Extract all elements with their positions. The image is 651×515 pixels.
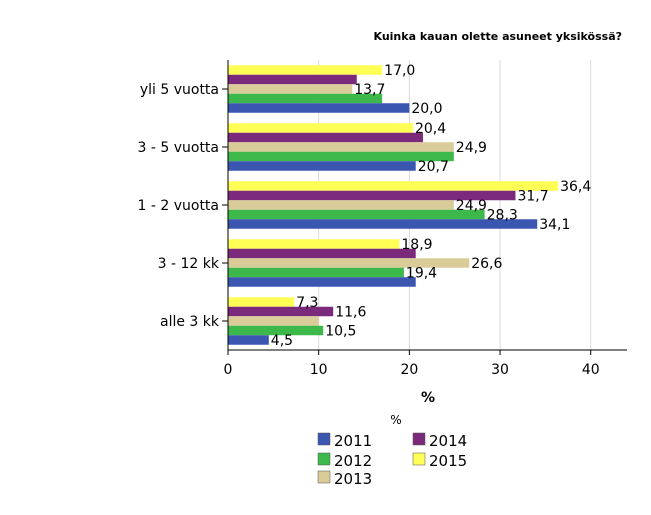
bar-2012-3 — [228, 267, 404, 278]
bar-2014-3 — [228, 248, 416, 259]
value-label-2015-1: 20,4 — [415, 121, 446, 137]
value-label-2011-4: 4,5 — [271, 333, 293, 349]
value-label-2013-2: 24,9 — [456, 198, 487, 214]
bar-2011-0 — [228, 103, 410, 113]
bar-2015-3 — [228, 239, 400, 249]
category-label-2: 1 - 2 vuotta — [138, 198, 220, 214]
bar-2012-1 — [228, 151, 454, 162]
value-label-2011-0: 20,0 — [411, 101, 442, 117]
value-label-2015-0: 17,0 — [384, 63, 415, 79]
bar-2013-3 — [228, 258, 470, 268]
value-label-2014-2: 31,7 — [517, 189, 548, 205]
legend-label-2015: 2015 — [429, 452, 467, 470]
bar-2012-4 — [228, 325, 324, 336]
bar-2011-3 — [228, 277, 416, 287]
value-label-2014-4: 11,6 — [335, 305, 366, 321]
legend-label-2011: 2011 — [334, 432, 372, 450]
x-tick-label-2: 20 — [400, 362, 418, 378]
x-tick-label-1: 10 — [310, 362, 328, 378]
axes-group: yli 5 vuotta 3 - 5 vuotta 1 - 2 vuotta 3 - … — [138, 60, 627, 378]
legend-swatch-2015 — [412, 452, 426, 466]
legend-heading: % — [390, 413, 401, 427]
legend-label-2013: 2013 — [334, 470, 372, 488]
x-tick-label-0: 0 — [224, 362, 233, 378]
legend-swatch-2013 — [317, 470, 331, 484]
bar-2013-2 — [228, 200, 454, 210]
bar-2013-0 — [228, 84, 353, 94]
category-label-1: 3 - 5 vuotta — [138, 140, 220, 156]
category-label-4: alle 3 kk — [160, 314, 220, 330]
bar-2011-1 — [228, 161, 416, 171]
bar-2011-4 — [228, 335, 269, 345]
bar-2012-0 — [228, 93, 383, 104]
value-label-2012-2: 28,3 — [487, 208, 518, 224]
value-label-2013-3: 26,6 — [471, 256, 502, 272]
value-label-2011-2: 34,1 — [539, 217, 570, 233]
x-axis-title: % — [421, 390, 435, 406]
value-label-2013-0: 13,7 — [354, 82, 385, 98]
value-label-2012-4: 10,5 — [325, 324, 356, 340]
value-label-2012-3: 19,4 — [406, 266, 437, 282]
value-labels-group: 17,013,720,020,424,920,736,431,724,928,3… — [271, 63, 592, 349]
bar-2015-4 — [228, 297, 295, 307]
value-label-2011-1: 20,7 — [418, 159, 449, 175]
legend-swatch-2014 — [412, 432, 426, 446]
category-label-3: 3 - 12 kk — [158, 256, 220, 272]
bar-2015-2 — [228, 181, 559, 191]
value-label-2015-3: 18,9 — [401, 237, 432, 253]
legend-swatch-2011 — [317, 432, 331, 446]
bars-group — [228, 65, 559, 345]
bar-2014-2 — [228, 190, 516, 201]
bar-2015-1 — [228, 123, 413, 133]
bar-2013-4 — [228, 316, 319, 326]
bar-2011-2 — [228, 219, 538, 229]
value-label-2015-2: 36,4 — [560, 179, 591, 195]
chart-title: Kuinka kauan olette asuneet yksikössä? — [374, 30, 623, 43]
bar-2015-0 — [228, 65, 383, 75]
bar-2013-1 — [228, 142, 454, 152]
legend-swatch-2012 — [317, 452, 331, 466]
bar-2012-2 — [228, 209, 485, 220]
bar-2014-0 — [228, 74, 357, 85]
bar-2014-1 — [228, 132, 423, 143]
bar-2014-4 — [228, 306, 334, 317]
category-label-0: yli 5 vuotta — [140, 82, 219, 98]
legend: 2011 2014 2012 2015 2013 — [317, 432, 467, 488]
x-tick-label-3: 30 — [491, 362, 509, 378]
x-tick-label-4: 40 — [582, 362, 600, 378]
value-label-2015-4: 7,3 — [296, 295, 318, 311]
legend-label-2012: 2012 — [334, 452, 372, 470]
value-label-2013-1: 24,9 — [456, 140, 487, 156]
legend-label-2014: 2014 — [429, 432, 467, 450]
